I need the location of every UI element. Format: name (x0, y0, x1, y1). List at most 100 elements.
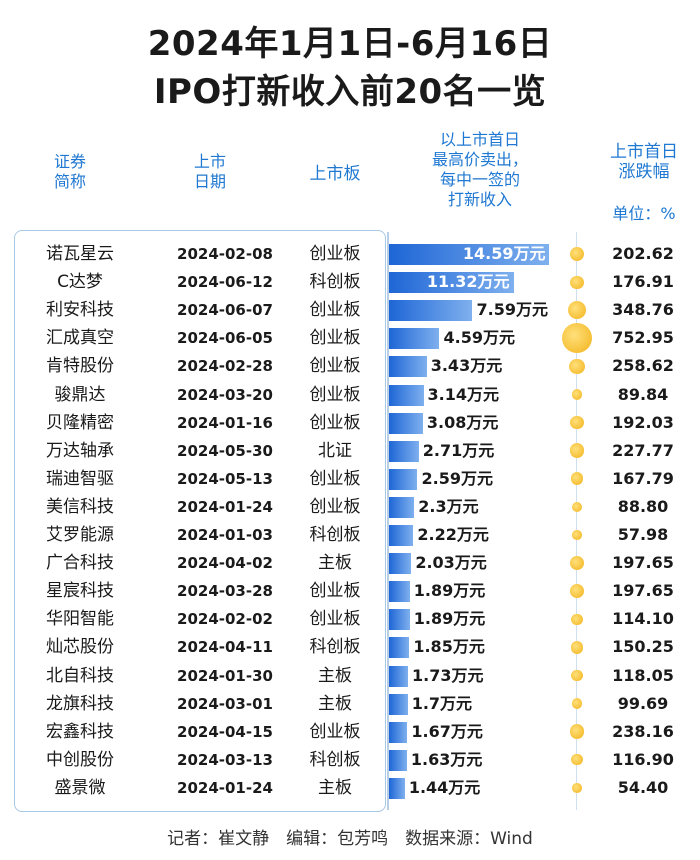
table-row: 灿芯股份 2024-04-11 科创板 1.85万元 150.25 (0, 633, 700, 661)
change-pct: 99.69 (617, 693, 669, 713)
table-row: 瑞迪智驱 2024-05-13 创业板 2.59万元 167.79 (0, 465, 700, 493)
listing-date: 2024-02-28 (177, 357, 273, 376)
table-row: 诺瓦星云 2024-02-08 创业板 14.59万元 202.62 (0, 240, 700, 268)
stock-name: 肯特股份 (46, 356, 114, 377)
listing-date: 2024-03-01 (177, 694, 273, 713)
income-bar (389, 749, 407, 771)
stock-name: 诺瓦星云 (46, 244, 114, 264)
income-label: 3.43万元 (430, 356, 503, 376)
income-bar (389, 609, 410, 631)
listing-date: 2024-01-24 (177, 497, 273, 516)
change-dot (570, 584, 584, 599)
income-bar (389, 553, 412, 575)
header-change: 上市首日 涨跌幅 (610, 142, 678, 182)
income-bar (389, 356, 427, 378)
header-board: 上市板 (309, 164, 361, 184)
table-row: 中创股份 2024-03-13 科创板 1.63万元 116.90 (0, 746, 700, 774)
change-pct: 258.62 (612, 356, 674, 376)
listing-date: 2024-03-28 (177, 582, 273, 601)
listing-date: 2024-06-12 (177, 273, 273, 292)
listing-date: 2024-05-13 (177, 469, 273, 488)
income-bar (389, 581, 410, 603)
listing-date: 2024-03-20 (177, 385, 273, 404)
income-bar (389, 665, 409, 687)
table-row: 龙旗科技 2024-03-01 主板 1.7万元 99.69 (0, 690, 700, 718)
stock-name: 北自科技 (46, 665, 114, 686)
change-dot (569, 724, 585, 740)
stock-name: 利安科技 (46, 300, 114, 321)
change-pct: 118.05 (612, 665, 674, 685)
change-pct: 348.76 (612, 300, 674, 320)
income-label: 3.14万元 (427, 384, 500, 404)
listing-board: 主板 (318, 553, 352, 574)
table-row: 贝隆精密 2024-01-16 创业板 3.08万元 192.03 (0, 409, 700, 437)
listing-board: 科创板 (309, 637, 361, 658)
income-bar (389, 328, 440, 350)
change-pct: 197.65 (612, 581, 674, 601)
change-dot (571, 698, 583, 710)
table-frame (14, 230, 386, 812)
listing-date: 2024-04-11 (177, 638, 273, 657)
income-label: 1.89万元 (413, 609, 486, 629)
change-dot (567, 301, 587, 320)
stock-name: 灿芯股份 (46, 637, 114, 658)
income-label: 1.63万元 (410, 749, 483, 769)
stock-name: 龙旗科技 (46, 693, 114, 714)
header-name: 证券 简称 (53, 152, 86, 191)
table-row: 广合科技 2024-04-02 主板 2.03万元 197.65 (0, 549, 700, 577)
listing-board: 主板 (318, 693, 352, 714)
listing-board: 创业板 (309, 384, 361, 405)
table-row: 宏鑫科技 2024-04-15 创业板 1.67万元 238.16 (0, 718, 700, 746)
listing-date: 2024-02-02 (177, 610, 273, 629)
change-pct: 116.90 (612, 749, 674, 769)
change-dot (570, 247, 584, 261)
stock-name: 贝隆精密 (46, 412, 114, 433)
stock-name: 瑞迪智驱 (46, 468, 114, 489)
change-dot (570, 275, 584, 289)
header-unit: 单位：% (612, 204, 676, 223)
change-pct: 54.40 (617, 777, 669, 797)
income-label: 1.85万元 (413, 637, 485, 657)
change-pct: 227.77 (612, 440, 674, 460)
change-pct: 88.80 (617, 496, 669, 516)
listing-board: 科创板 (309, 525, 361, 545)
income-bar (389, 440, 419, 462)
income-label: 11.32万元 (426, 272, 510, 292)
stock-name: 宏鑫科技 (46, 721, 114, 742)
change-pct: 192.03 (612, 412, 674, 432)
listing-board: 创业板 (309, 328, 361, 349)
income-label: 1.67万元 (411, 721, 483, 741)
change-pct: 752.95 (612, 328, 674, 348)
table-row: 万达轴承 2024-05-30 北证 2.71万元 227.77 (0, 437, 700, 465)
income-label: 14.59万元 (462, 244, 546, 263)
listing-date: 2024-01-24 (177, 778, 273, 797)
change-dot (569, 443, 585, 458)
change-pct: 238.16 (612, 721, 674, 741)
stock-name: C达梦 (57, 272, 103, 293)
change-pct: 114.10 (612, 609, 674, 629)
income-bar (389, 300, 473, 322)
stock-name: 骏鼎达 (54, 384, 106, 405)
listing-board: 主板 (318, 777, 352, 798)
divider-line (576, 232, 577, 810)
income-label: 4.59万元 (443, 328, 515, 348)
header-date: 上市 日期 (193, 152, 226, 191)
income-bar (389, 693, 408, 715)
income-bar (389, 468, 418, 490)
table-row: 肯特股份 2024-02-28 创业板 3.43万元 258.62 (0, 352, 700, 380)
table-row: 华阳智能 2024-02-02 创业板 1.89万元 114.10 (0, 605, 700, 633)
listing-board: 主板 (318, 665, 352, 686)
change-dot (571, 389, 583, 400)
income-bar (389, 272, 514, 294)
listing-board: 创业板 (309, 244, 361, 264)
income-label: 1.73万元 (412, 665, 484, 685)
listing-board: 北证 (318, 440, 352, 461)
change-pct: 150.25 (612, 637, 674, 657)
stock-name: 万达轴承 (46, 440, 114, 461)
income-label: 2.59万元 (421, 468, 493, 488)
stock-name: 星宸科技 (46, 581, 114, 602)
table-row: 盛景微 2024-01-24 主板 1.44万元 54.40 (0, 774, 700, 802)
change-dot (562, 323, 592, 354)
stock-name: 汇成真空 (46, 328, 114, 349)
listing-date: 2024-05-30 (177, 441, 273, 460)
